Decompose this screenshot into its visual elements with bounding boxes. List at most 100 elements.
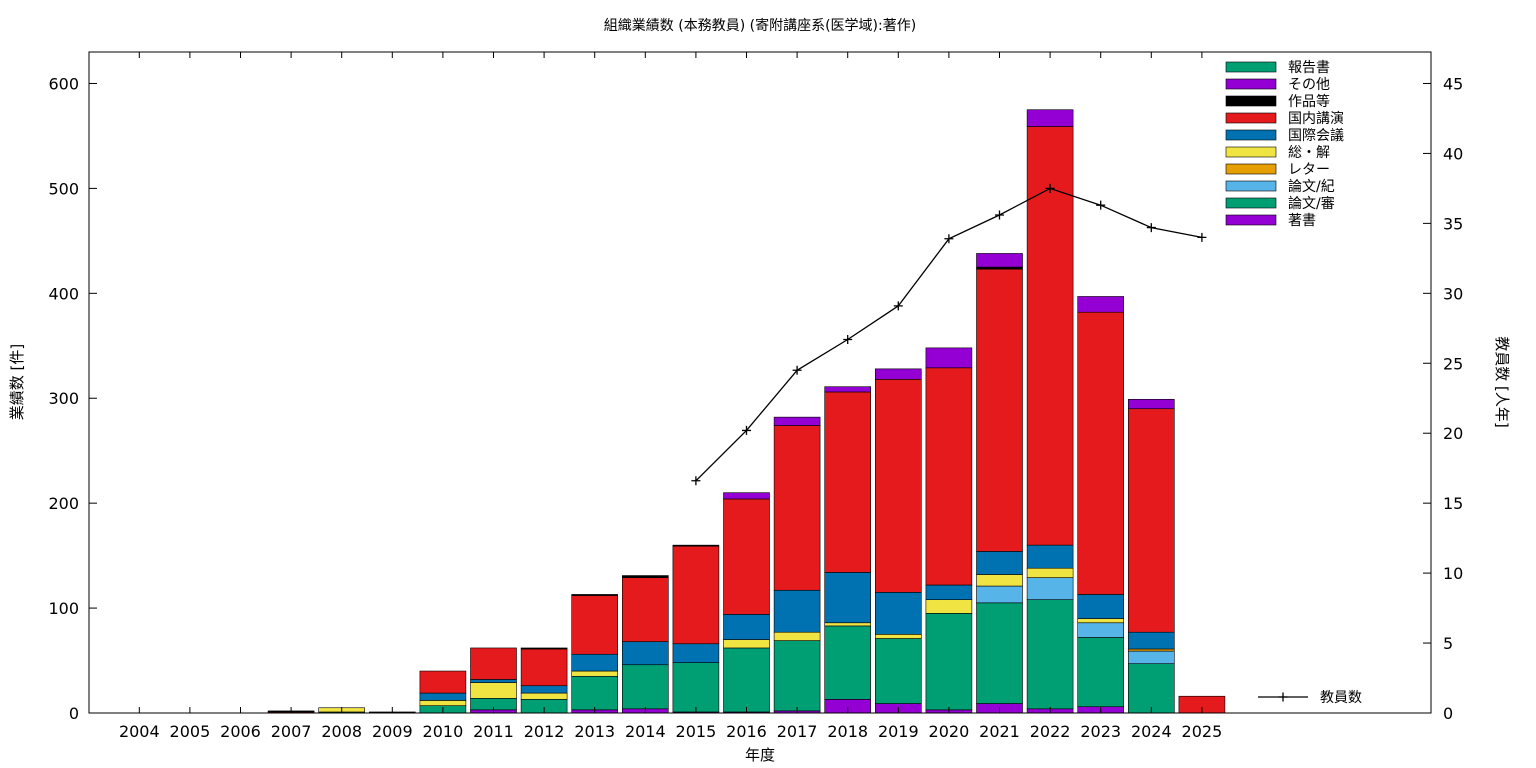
faculty-point-2020 [944, 234, 954, 244]
bar-2012-s7 [520, 647, 568, 650]
y-tick-label-400: 400 [48, 284, 79, 303]
y2-tick-label-25: 25 [1443, 354, 1463, 373]
legend-swatch-9 [1225, 214, 1277, 226]
x-tick-label-2020: 2020 [929, 722, 970, 741]
x-axis: 2004 2005 2006 2007 2008 2009 2010 2011 2012 2013… [119, 52, 1222, 741]
x-tick-label-2014: 2014 [625, 722, 666, 741]
legend-swatch-2 [1225, 95, 1277, 107]
y-tick-label-300: 300 [48, 389, 79, 408]
bar-2015-s7 [672, 544, 720, 547]
y2-axis-title: 教員数 [人年] [1493, 336, 1511, 427]
bar-2023-s2 [1077, 622, 1124, 638]
bar-2021-s5 [976, 551, 1023, 575]
y2-tick-label-15: 15 [1443, 494, 1463, 513]
bar-2021-s7 [976, 266, 1023, 270]
line-legend: 教員数 [1258, 690, 1362, 706]
bar-2016-s1 [723, 647, 770, 713]
bar-2019-s4 [874, 634, 922, 639]
legend-swatch-8 [1225, 197, 1277, 209]
y-tick-label-200: 200 [48, 494, 79, 513]
bar-2017-s8 [773, 416, 821, 426]
y2-tick-label-0: 0 [1443, 704, 1453, 723]
bar-2024-s3 [1128, 648, 1175, 652]
bar-2017-s4 [773, 631, 821, 641]
bar-2018-s6 [824, 391, 872, 573]
y2-tick-label-30: 30 [1443, 284, 1463, 303]
y2-tick-label-45: 45 [1443, 74, 1463, 93]
x-tick-label-2007: 2007 [271, 722, 312, 741]
bar-2017-s1 [773, 640, 821, 712]
y-tick-label-100: 100 [48, 599, 79, 618]
legend-swatch-0 [1225, 61, 1277, 73]
bar-2024-s2 [1128, 650, 1175, 664]
legend-swatch-6 [1225, 163, 1277, 175]
x-tick-label-2009: 2009 [372, 722, 413, 741]
legend-swatch-5 [1225, 146, 1277, 158]
bar-2010-s5 [419, 692, 467, 701]
legend-swatch-3 [1225, 112, 1277, 124]
x-tick-label-2017: 2017 [777, 722, 818, 741]
y2-tick-label-5: 5 [1443, 634, 1453, 653]
bar-2022-s2 [1026, 577, 1074, 600]
chart-title: 組織業績数 (本務教員) (寄附講座系(医学域):著作) [604, 17, 916, 34]
bar-2023-s8 [1077, 296, 1124, 313]
x-tick-label-2010: 2010 [423, 722, 464, 741]
x-axis-title: 年度 [745, 746, 775, 764]
bar-2024-s1 [1128, 663, 1175, 714]
bar-2017-s5 [773, 589, 821, 633]
x-tick-label-2008: 2008 [321, 722, 362, 741]
y-axis: 0 100 200 300 400 500 600 [48, 74, 97, 723]
x-tick-label-2004: 2004 [119, 722, 160, 741]
bar-2011-s6 [470, 647, 517, 680]
bar-2014-s7 [621, 575, 669, 578]
legend-swatch-4 [1225, 129, 1277, 141]
legend-swatch-1 [1225, 78, 1277, 90]
bar-2019-s5 [874, 592, 922, 635]
faculty-point-2025 [1197, 232, 1207, 242]
bar-2015-s6 [672, 545, 720, 645]
bar-2018-s1 [824, 625, 872, 700]
bar-2013-s7 [571, 594, 619, 596]
bar-2020-s8 [925, 347, 973, 369]
bar-2011-s5 [470, 679, 517, 683]
legend-label-2: 作品等 [1288, 93, 1330, 110]
legend-label-5: 総・解 [1288, 145, 1330, 161]
legend-label-7: 論文/紀 [1288, 179, 1335, 195]
bar-2019-s8 [874, 368, 922, 380]
y2-axis: 0 5 10 15 20 25 30 35 40 45 [1423, 74, 1463, 723]
bar-2021-s6 [976, 268, 1023, 552]
faculty-point-2015 [691, 476, 701, 486]
x-tick-label-2006: 2006 [220, 722, 261, 741]
bar-2012-s5 [520, 685, 568, 694]
bar-2015-s1 [672, 662, 720, 713]
x-tick-label-2019: 2019 [878, 722, 919, 741]
faculty-point-2022 [1045, 183, 1055, 193]
y-axis-title: 業績数 [件] [8, 344, 26, 420]
faculty-point-2018 [843, 334, 853, 344]
bar-2018-s5 [824, 572, 872, 624]
faculty-point-2019 [893, 301, 903, 311]
bar-2023-s6 [1077, 311, 1124, 595]
y2-tick-label-10: 10 [1443, 564, 1463, 583]
line-legend-marker [1278, 692, 1288, 702]
bar-2021-s1 [976, 602, 1023, 704]
bar-2011-s4 [470, 682, 517, 699]
bar-2021-s8 [976, 253, 1023, 268]
bar-2021-s2 [976, 585, 1023, 604]
bar-2016-s4 [723, 639, 770, 649]
line-legend-label: 教員数 [1320, 690, 1362, 706]
bar-2012-s6 [520, 648, 568, 687]
faculty-point-2024 [1146, 223, 1156, 233]
bar-2016-s5 [723, 614, 770, 640]
faculty-line-group [691, 183, 1207, 486]
x-tick-label-2013: 2013 [574, 722, 615, 741]
bar-2013-s4 [571, 670, 619, 677]
legend-label-6: レター [1288, 162, 1330, 178]
faculty-point-2017 [792, 365, 802, 375]
bar-2024-s8 [1128, 398, 1175, 410]
bar-2018-s8 [824, 386, 872, 393]
x-tick-label-2024: 2024 [1131, 722, 1172, 741]
bar-2018-s4 [824, 622, 872, 627]
bar-2010-s4 [419, 700, 467, 706]
